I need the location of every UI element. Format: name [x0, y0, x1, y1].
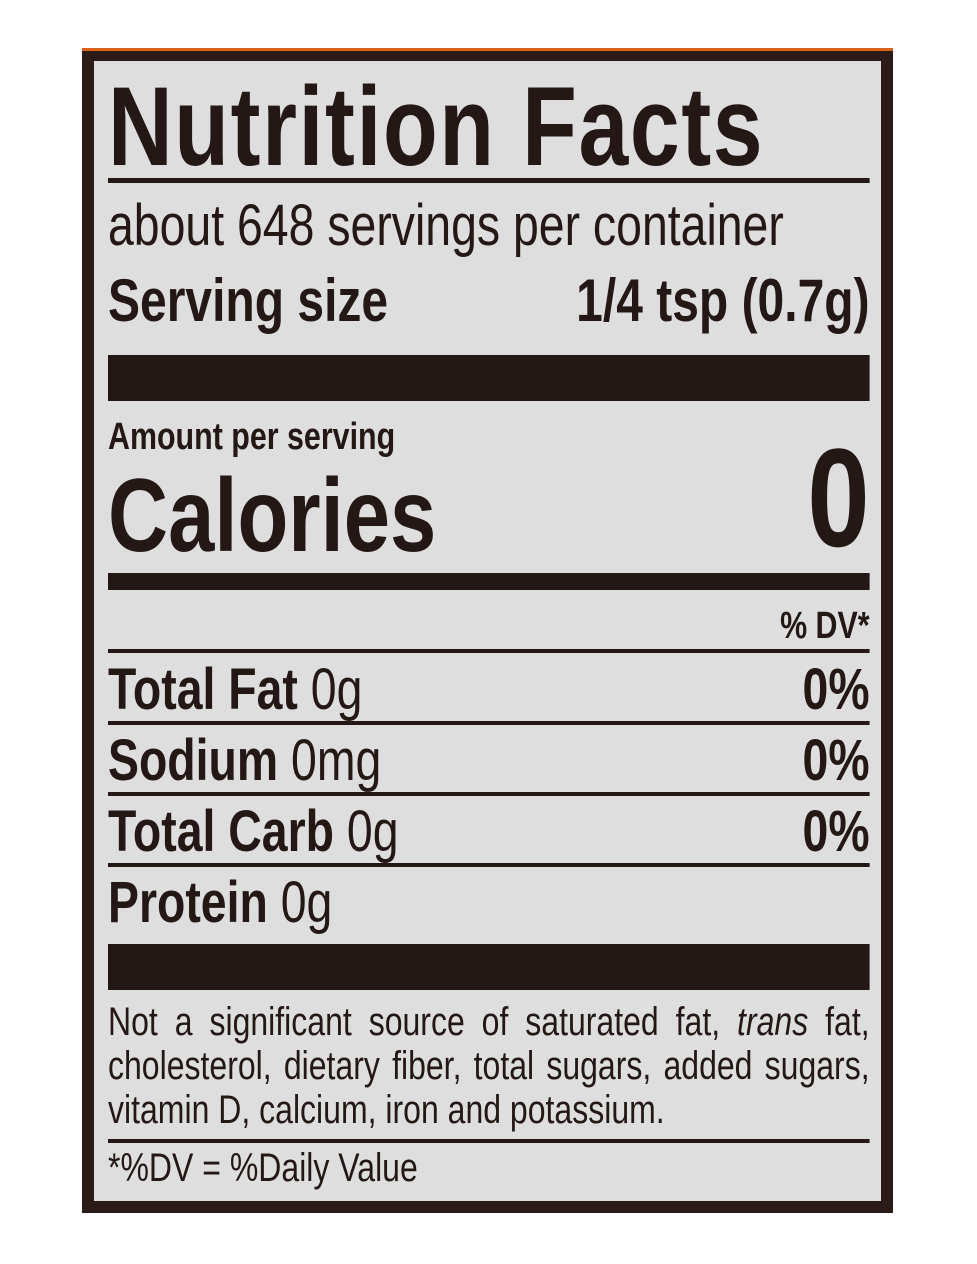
nutrition-label-background — [94, 61, 881, 1201]
nutrient-amount: 0g — [346, 799, 399, 864]
calories-row: Calories 0 — [108, 428, 870, 574]
amount-per-serving-row: Amount per serving — [108, 416, 870, 459]
servings-per-container: about 648 servings per container — [108, 193, 784, 258]
divider — [108, 721, 870, 725]
serving-size-row: Serving size 1/4 tsp (0.7g) — [108, 266, 870, 335]
footnote: Not a significant source of saturated fa… — [108, 1000, 870, 1132]
divider — [108, 792, 870, 796]
serving-size-value: 1/4 tsp (0.7g) — [576, 267, 870, 334]
nutrient-amount: 0g — [280, 870, 333, 935]
serving-size-label: Serving size — [108, 267, 389, 334]
calories-value: 0 — [807, 419, 870, 576]
footnote-italic: trans — [737, 1000, 809, 1044]
nutrient-name: Total Fat — [108, 657, 298, 722]
servings-row: about 648 servings per container — [108, 192, 870, 259]
nutrition-label-frame — [82, 48, 893, 1213]
divider — [108, 863, 870, 867]
nutrient-row: Total Carb 0g 0% — [108, 798, 870, 865]
footnote-text: Not a significant source of saturated fa… — [108, 1000, 738, 1044]
nutrient-dv: 0% — [802, 657, 870, 722]
title-row: Nutrition Facts — [108, 62, 870, 191]
thick-bar — [108, 944, 870, 990]
nutrient-name: Protein — [108, 870, 268, 935]
nutrient-row: Sodium 0mg 0% — [108, 727, 870, 794]
nutrient-dv: 0% — [802, 728, 870, 793]
nutrient-dv: 0% — [802, 799, 870, 864]
dv-note-row: *%DV = %Daily Value — [108, 1146, 870, 1191]
dv-header: % DV* — [780, 605, 870, 647]
nutrient-row: Total Fat 0g 0% — [108, 656, 870, 723]
nutrition-facts-content: Nutrition Facts about 648 servings per c… — [108, 0, 870, 1264]
amount-per-serving: Amount per serving — [108, 416, 396, 458]
thick-bar — [108, 355, 870, 401]
calories-label: Calories — [108, 458, 437, 574]
divider — [108, 649, 870, 653]
divider — [108, 1139, 870, 1143]
thick-divider — [108, 573, 870, 590]
label-title: Nutrition Facts — [108, 64, 765, 189]
divider — [108, 178, 870, 183]
nutrient-name: Total Carb — [108, 799, 334, 864]
footnote-text: fat, cholesterol, dietary fiber, total s… — [108, 1000, 870, 1132]
nutrient-amount: 0mg — [291, 728, 382, 793]
dv-note: *%DV = %Daily Value — [108, 1146, 418, 1190]
nutrient-row: Protein 0g — [108, 869, 870, 936]
nutrient-amount: 0g — [310, 657, 363, 722]
dv-header-row: % DV* — [108, 605, 870, 648]
nutrient-name: Sodium — [108, 728, 279, 793]
